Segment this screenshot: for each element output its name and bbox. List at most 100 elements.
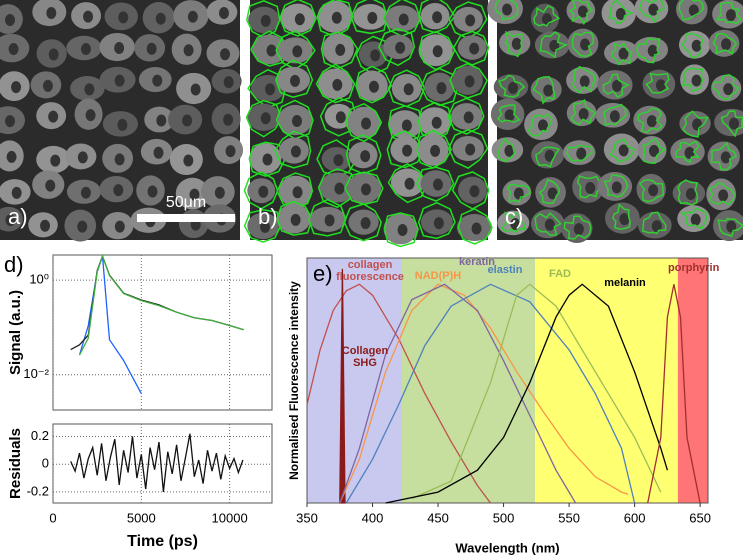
nucleus [335, 43, 346, 56]
nucleus [333, 154, 344, 167]
nucleus [324, 214, 335, 227]
nucleus [436, 82, 447, 95]
nucleus [725, 9, 736, 22]
cell-outline [447, 97, 485, 135]
cell-outline [345, 134, 382, 175]
nucleus [155, 12, 166, 25]
nucleus [651, 220, 662, 233]
segment-outline [681, 67, 705, 92]
segment-outline [500, 211, 527, 234]
segment-outline [612, 203, 631, 230]
nucleus [615, 8, 626, 21]
nucleus [618, 144, 629, 157]
plot-frame [306, 257, 709, 504]
nucleus [513, 187, 524, 200]
segment-outline [494, 0, 519, 21]
nucleus [718, 189, 729, 202]
segment-outline [603, 173, 629, 198]
nucleus [80, 42, 91, 55]
cell-outline [457, 207, 493, 245]
nucleus [360, 217, 371, 230]
cell-outline [387, 163, 428, 204]
cell-outline [316, 0, 354, 38]
x-tick-label: 500 [493, 510, 515, 525]
nucleus [8, 43, 19, 56]
cell-outline [279, 0, 317, 37]
wavelength-band [535, 258, 678, 503]
nucleus [118, 11, 129, 24]
nucleus [688, 4, 699, 17]
nucleus [368, 80, 379, 93]
cell-outline [415, 166, 455, 202]
nucleus [5, 214, 16, 227]
series-line [411, 283, 662, 500]
segment-outline [677, 179, 699, 207]
nucleus [50, 154, 61, 167]
x-tick-label: 10000 [212, 510, 248, 525]
nucleus [502, 3, 513, 16]
nucleus [48, 110, 59, 123]
nucleus [290, 74, 301, 87]
nucleus [360, 183, 371, 196]
nucleus [85, 109, 96, 122]
series-label: elastin [487, 264, 523, 276]
segment-outline [678, 0, 704, 21]
nucleus [465, 14, 476, 27]
segment-outline [572, 65, 596, 94]
nucleus [294, 13, 305, 26]
scale-bar-label: 50μm [166, 194, 206, 211]
x-tick-label: 350 [296, 510, 318, 525]
segment-outline [637, 107, 663, 134]
nucleus [77, 220, 88, 233]
nucleus [332, 78, 343, 91]
segment-outline [603, 103, 627, 126]
nucleus [367, 11, 378, 24]
nucleus [611, 79, 622, 92]
segment-outline [710, 141, 737, 171]
panel-label: e) [313, 261, 333, 286]
nucleus [655, 79, 666, 92]
nucleus [146, 42, 157, 55]
nucleus [720, 151, 731, 164]
nucleus [541, 13, 552, 26]
segment-outline [538, 178, 561, 204]
series-line [339, 268, 346, 504]
segment-outline [533, 4, 561, 27]
cell-outline [378, 28, 416, 67]
segment-outline [682, 110, 709, 138]
nucleus [360, 150, 371, 163]
nucleus [11, 186, 22, 199]
segment-outline [642, 137, 667, 164]
nucleus [504, 109, 515, 122]
nucleus [46, 6, 57, 19]
nucleus [114, 220, 125, 233]
nucleus [691, 74, 702, 87]
nucleus [577, 5, 588, 18]
panel-label: b) [258, 204, 278, 229]
segment-outline [576, 175, 603, 199]
nucleus [290, 213, 301, 226]
segment-outline [506, 183, 532, 204]
x-axis-label: Wavelength (nm) [455, 540, 559, 555]
segment-outline [497, 74, 526, 98]
series-label: collagen fluorescence [336, 259, 404, 283]
nucleus [114, 153, 125, 166]
segment-outline [534, 212, 562, 236]
nucleus [648, 144, 659, 157]
segment-outline [496, 137, 516, 162]
cell-outline [344, 171, 384, 206]
plot-frame [52, 423, 273, 504]
panel-label: a) [8, 204, 28, 229]
x-tick-label: 550 [558, 510, 580, 525]
nucleus [189, 188, 200, 201]
segment-outline [680, 207, 708, 230]
segment-outline [681, 32, 704, 59]
wavelength-band [307, 258, 403, 503]
nucleus [265, 83, 276, 96]
segment-outline [645, 72, 670, 94]
segment-outline [539, 31, 569, 59]
series-label: FAD [549, 268, 571, 280]
series-label: porphyrin [668, 262, 720, 274]
nucleus [183, 44, 194, 57]
nucleus [465, 143, 476, 156]
